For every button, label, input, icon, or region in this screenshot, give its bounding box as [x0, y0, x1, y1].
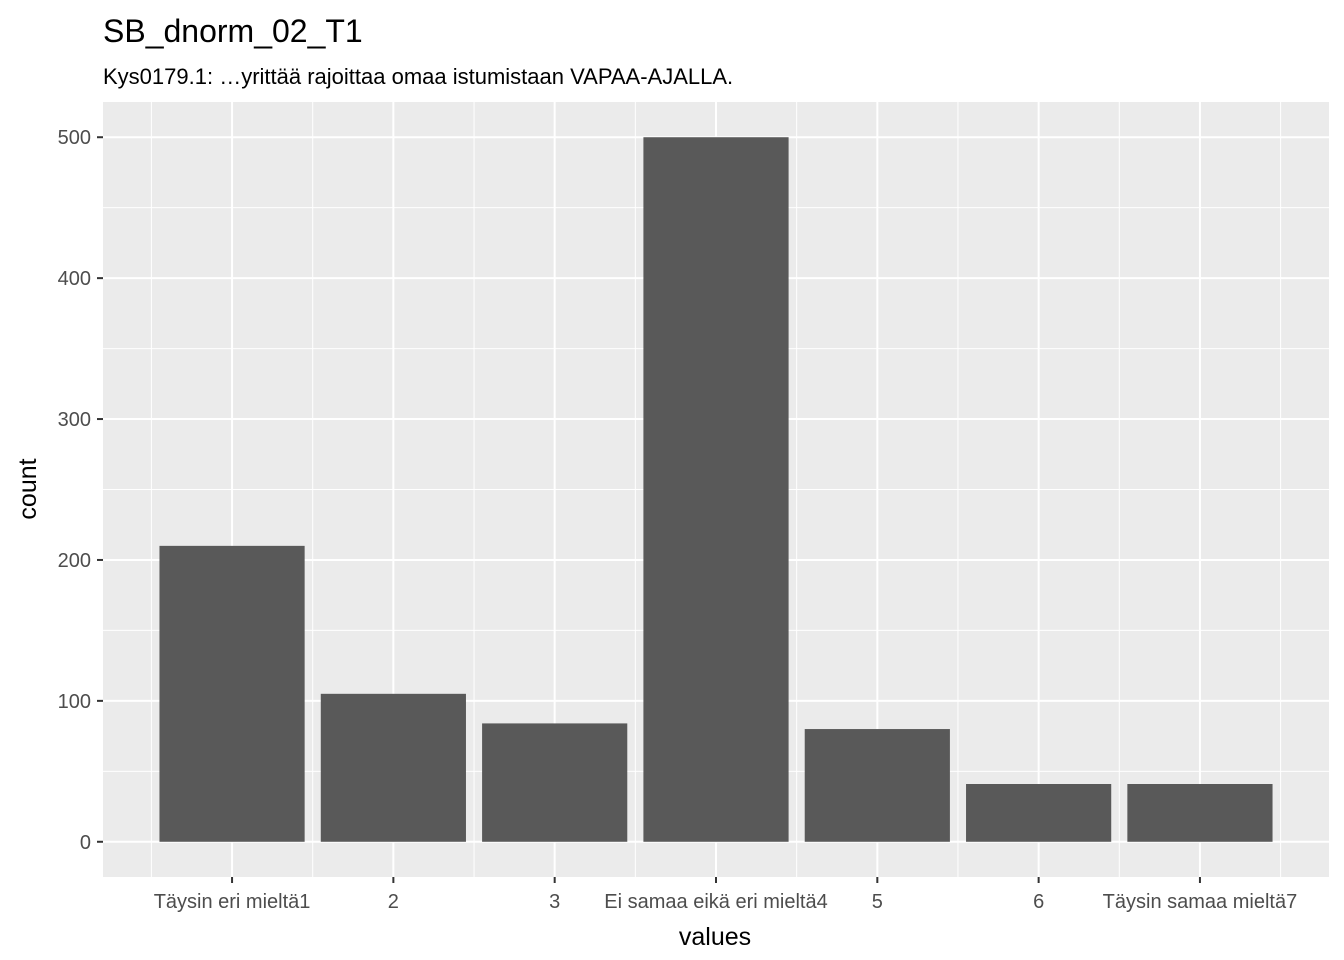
- x-axis-title: values: [679, 923, 751, 951]
- x-tick-label: Täysin samaa mieltä7: [1103, 891, 1298, 913]
- bar: [320, 693, 466, 842]
- y-tick-label: 300: [58, 409, 91, 431]
- x-axis-ticks: Täysin eri mieltä1 2 3 Ei samaa eikä eri mi…: [154, 877, 1298, 913]
- y-tick-label: 400: [58, 268, 91, 290]
- chart-subtitle: Kys0179.1: …yrittää rajoittaa omaa istum…: [103, 64, 733, 89]
- y-tick-label: 0: [80, 832, 91, 854]
- y-tick-label: 500: [58, 127, 91, 149]
- bar: [159, 545, 305, 842]
- bars: [159, 137, 1273, 842]
- bar: [1127, 784, 1273, 842]
- x-tick-label: 2: [388, 891, 399, 913]
- y-tick-label: 200: [58, 550, 91, 572]
- y-axis-title: count: [14, 458, 42, 519]
- x-tick-label: Täysin eri mieltä1: [154, 891, 311, 913]
- x-tick-label: 5: [872, 891, 883, 913]
- y-axis-ticks: 0 100 200 300 400 500: [58, 127, 103, 854]
- chart-title: SB_dnorm_02_T1: [103, 13, 363, 49]
- x-tick-label: Ei samaa eikä eri mieltä4: [604, 891, 827, 913]
- x-tick-label: 6: [1033, 891, 1044, 913]
- bar: [643, 137, 789, 842]
- x-tick-label: 3: [549, 891, 560, 913]
- bar: [966, 784, 1112, 842]
- y-tick-label: 100: [58, 691, 91, 713]
- bar: [482, 723, 628, 842]
- bar: [804, 729, 950, 842]
